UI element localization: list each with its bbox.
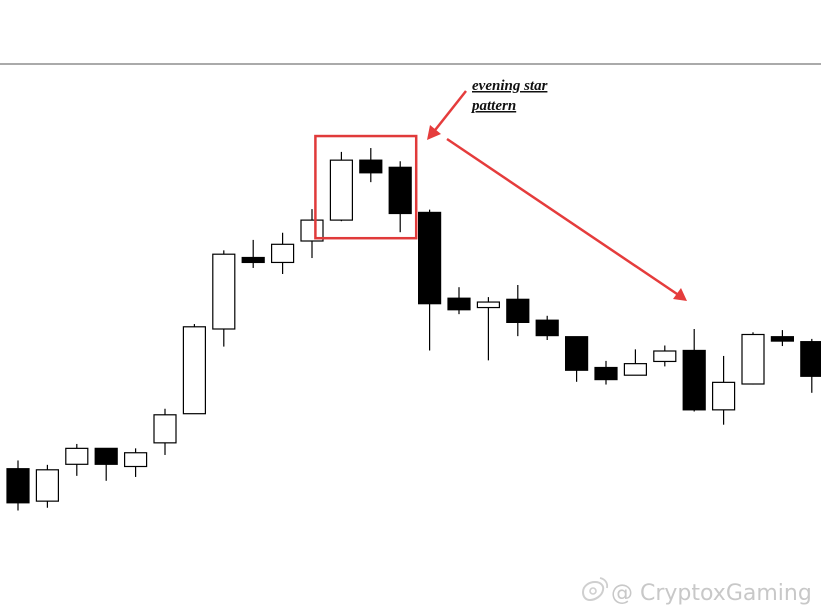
- candle-14: [388, 161, 412, 233]
- candle-11: [300, 209, 324, 259]
- candle-body-bearish: [800, 341, 821, 377]
- candle-body-bearish: [94, 447, 118, 465]
- candle-body-bullish: [329, 159, 353, 221]
- candle-6: [153, 408, 177, 455]
- candle-body-bearish: [770, 336, 795, 342]
- candle-body-bearish: [682, 349, 706, 411]
- candle-1: [6, 460, 30, 511]
- candle-27: [770, 330, 795, 347]
- candle-body-bullish: [476, 301, 500, 309]
- candle-body-bearish: [6, 468, 30, 504]
- candle-10: [271, 232, 295, 274]
- candle-5: [123, 448, 148, 477]
- candle-body-bearish: [418, 211, 442, 305]
- candle-25: [711, 355, 736, 425]
- candle-8: [212, 250, 236, 347]
- candle-body-bullish: [65, 447, 89, 465]
- candle-15: [418, 209, 442, 351]
- candle-7: [182, 324, 206, 415]
- candle-20: [564, 336, 589, 382]
- candle-21: [594, 360, 618, 385]
- candle-body-bullish: [271, 243, 295, 264]
- weibo-logo-icon: [581, 577, 609, 602]
- candle-body-bullish: [212, 253, 236, 330]
- watermark: @ CryptoxGaming: [581, 577, 812, 606]
- candle-23: [653, 345, 677, 367]
- annotation-label-line2: pattern: [470, 98, 516, 114]
- candle-body-bearish: [447, 297, 471, 311]
- candle-body-bearish: [241, 256, 265, 264]
- candle-3: [65, 443, 89, 476]
- evening-star-highlight-box: [314, 134, 418, 240]
- candle-24: [682, 329, 706, 412]
- candle-28: [800, 338, 821, 393]
- watermark-text: @ CryptoxGaming: [611, 581, 812, 606]
- candle-22: [623, 349, 648, 376]
- candle-13: [359, 148, 383, 183]
- annotation-label-line1: evening star: [472, 78, 548, 94]
- trend-arrow: [446, 137, 687, 301]
- candle-body-bearish: [359, 159, 383, 174]
- candle-body-bearish: [506, 298, 530, 323]
- candle-body-bullish: [300, 219, 324, 242]
- candle-26: [741, 332, 765, 385]
- candle-17: [476, 297, 500, 361]
- candle-body-bullish: [741, 333, 765, 385]
- candle-body-bearish: [594, 366, 618, 381]
- candle-16: [447, 287, 471, 315]
- candle-body-bullish: [711, 381, 736, 411]
- candle-body-bullish: [182, 326, 206, 415]
- candle-body-bearish: [535, 319, 559, 337]
- candle-19: [535, 315, 559, 340]
- candles-layer: [6, 148, 821, 511]
- candle-body-bullish: [623, 363, 648, 376]
- candle-9: [241, 239, 265, 268]
- candle-18: [506, 285, 530, 337]
- annotation-arrow: [427, 90, 467, 140]
- candle-body-bearish: [564, 336, 589, 371]
- candle-body-bullish: [653, 350, 677, 363]
- candle-4: [94, 447, 118, 481]
- candle-12: [329, 151, 353, 222]
- candle-body-bullish: [35, 469, 60, 502]
- candle-body-bullish: [153, 414, 177, 444]
- candle-body-bullish: [123, 452, 148, 468]
- candle-2: [35, 464, 60, 508]
- candle-body-bearish: [388, 166, 412, 215]
